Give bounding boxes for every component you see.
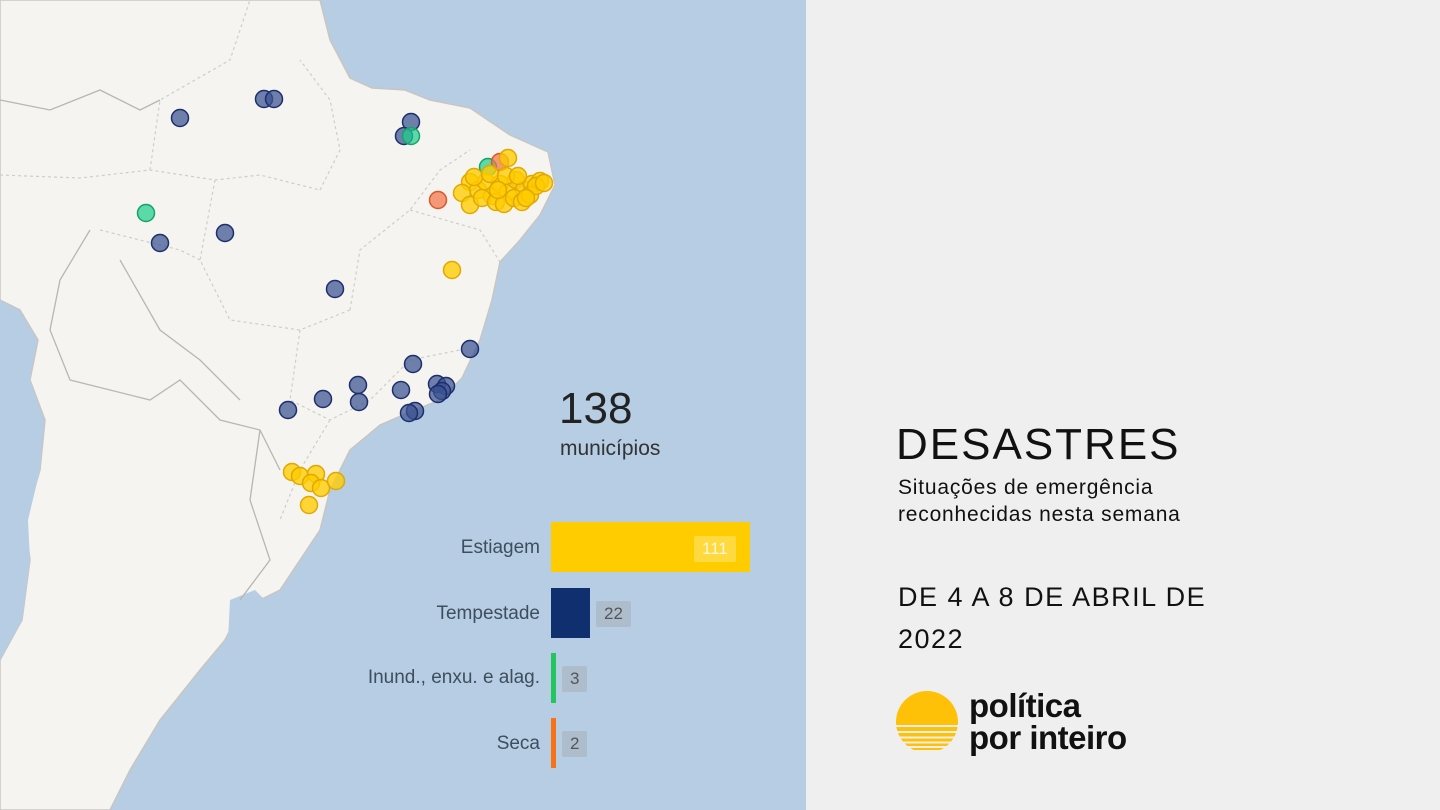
map-point-estiagem[interactable]	[534, 173, 554, 193]
page-subtitle: Situações de emergência reconhecidas nes…	[898, 474, 1258, 528]
category-label-tempestade: Tempestade	[436, 603, 540, 624]
country-borders	[0, 89, 281, 601]
bar-inundacao[interactable]	[551, 653, 556, 703]
map-point-tempestade[interactable]	[264, 89, 284, 109]
brand-logo-text: política por inteiro	[969, 687, 1127, 756]
subtitle-line-2: reconhecidas nesta semana	[898, 503, 1181, 526]
info-panel	[806, 0, 1440, 810]
map-point-estiagem[interactable]	[311, 478, 331, 498]
map-point-estiagem[interactable]	[442, 260, 462, 280]
map-point-estiagem[interactable]	[326, 471, 346, 491]
south-coast-bay	[228, 590, 270, 640]
map-point-estiagem[interactable]	[299, 495, 319, 515]
bar-count-estiagem: 111	[694, 536, 736, 562]
bar-estiagem[interactable]	[551, 522, 750, 572]
map-point-tempestade[interactable]	[150, 233, 170, 253]
map-panel[interactable]: 138 municípios Estiagem 111 Tempestade 2…	[0, 0, 806, 810]
map-point-tempestade[interactable]	[313, 389, 333, 409]
bar-count-inundacao: 3	[562, 666, 588, 692]
map-point-tempestade[interactable]	[349, 392, 369, 412]
category-label-seca: Seca	[496, 733, 540, 754]
bar-tempestade[interactable]	[551, 588, 590, 638]
bar-count-seca: 2	[562, 731, 588, 757]
map-point-tempestade[interactable]	[460, 339, 480, 359]
map-point-tempestade[interactable]	[215, 223, 235, 243]
date-range-line-1: DE 4 A 8 DE ABRIL DE	[898, 582, 1207, 612]
brand-sun-icon	[896, 691, 958, 750]
map-point-estiagem[interactable]	[516, 188, 536, 208]
map-point-tempestade[interactable]	[403, 354, 423, 374]
map-point-inund[interactable]	[136, 203, 156, 223]
date-range: DE 4 A 8 DE ABRIL DE 2022	[898, 576, 1278, 660]
brand-line-2: por inteiro	[969, 719, 1127, 756]
pacific-inlet	[0, 300, 44, 660]
map-point-estiagem[interactable]	[464, 167, 484, 187]
map-point-tempestade[interactable]	[278, 400, 298, 420]
map-point-tempestade[interactable]	[348, 375, 368, 395]
map-point-tempestade[interactable]	[325, 279, 345, 299]
total-municipalities-label: municípios	[560, 437, 661, 460]
state-borders	[0, 0, 501, 521]
subtitle-line-1: Situações de emergência	[898, 476, 1154, 499]
brazil-map[interactable]	[0, 0, 806, 810]
category-label-inundacao: Inund., enxu. e alag.	[367, 667, 540, 688]
date-range-line-2: 2022	[898, 624, 965, 654]
map-point-tempestade[interactable]	[170, 108, 190, 128]
map-point-estiagem[interactable]	[508, 166, 528, 186]
brand-line-1: política	[969, 687, 1081, 724]
map-point-inund[interactable]	[401, 126, 421, 146]
category-label-estiagem: Estiagem	[460, 537, 540, 558]
map-point-tempestade[interactable]	[428, 384, 448, 404]
total-municipalities-number: 138	[559, 384, 633, 433]
map-point-estiagem[interactable]	[488, 180, 508, 200]
bar-seca[interactable]	[551, 718, 556, 768]
map-point-estiagem[interactable]	[480, 164, 500, 184]
map-point-estiagem[interactable]	[498, 148, 518, 168]
disaster-points	[136, 89, 554, 515]
page-title: DESASTRES	[896, 420, 1181, 469]
map-point-tempestade[interactable]	[391, 380, 411, 400]
bar-count-tempestade: 22	[596, 601, 631, 627]
map-point-tempestade[interactable]	[399, 403, 419, 423]
map-point-seca[interactable]	[428, 190, 448, 210]
